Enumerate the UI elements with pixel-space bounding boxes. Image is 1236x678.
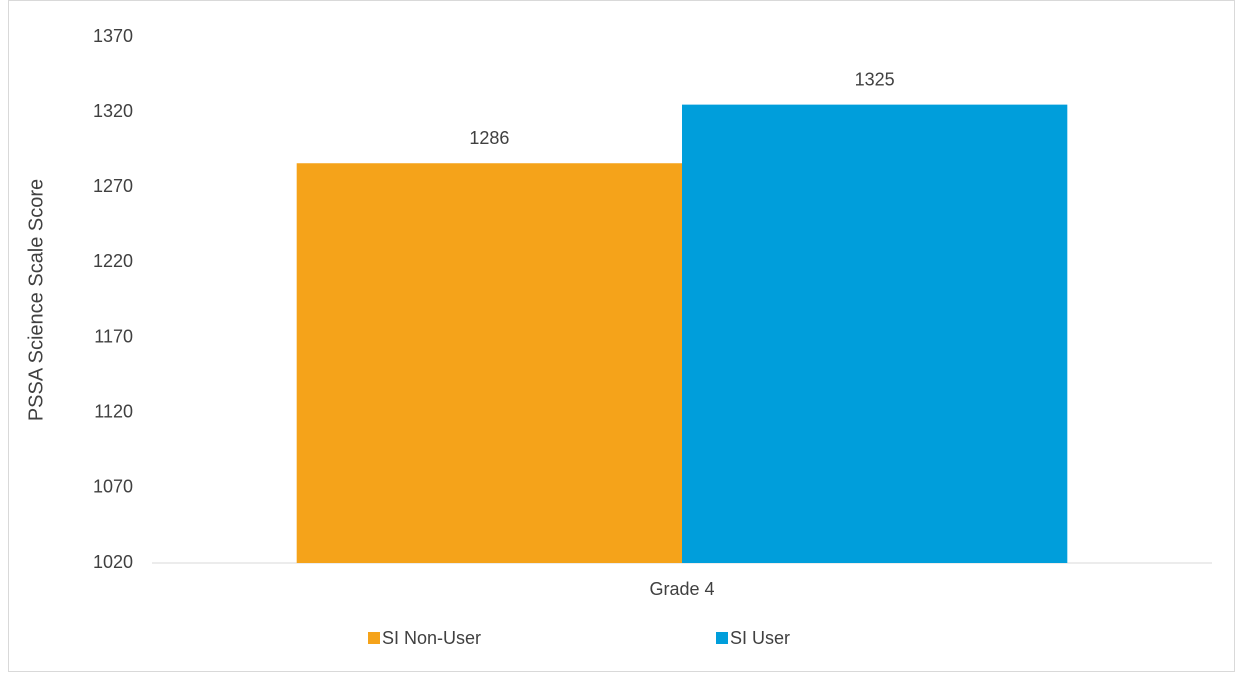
y-tick-label: 1070 xyxy=(93,477,133,497)
x-tick-label: Grade 4 xyxy=(649,579,714,599)
data-label: 1286 xyxy=(469,128,509,148)
legend-label: SI Non-User xyxy=(382,628,481,648)
bar xyxy=(682,104,1068,563)
y-tick-label: 1270 xyxy=(93,176,133,196)
y-tick-label: 1120 xyxy=(94,401,133,421)
y-axis-label: PSSA Science Scale Score xyxy=(25,179,47,421)
y-tick-label: 1370 xyxy=(93,26,133,46)
data-label: 1325 xyxy=(855,69,895,89)
legend-swatch xyxy=(368,632,380,644)
bar xyxy=(296,163,682,564)
y-tick-label: 1170 xyxy=(94,326,133,346)
y-tick-label: 1220 xyxy=(93,251,133,271)
y-tick-label: 1020 xyxy=(93,552,133,572)
legend-label: SI User xyxy=(730,628,790,648)
legend-swatch xyxy=(716,632,728,644)
y-tick-label: 1320 xyxy=(93,101,133,121)
